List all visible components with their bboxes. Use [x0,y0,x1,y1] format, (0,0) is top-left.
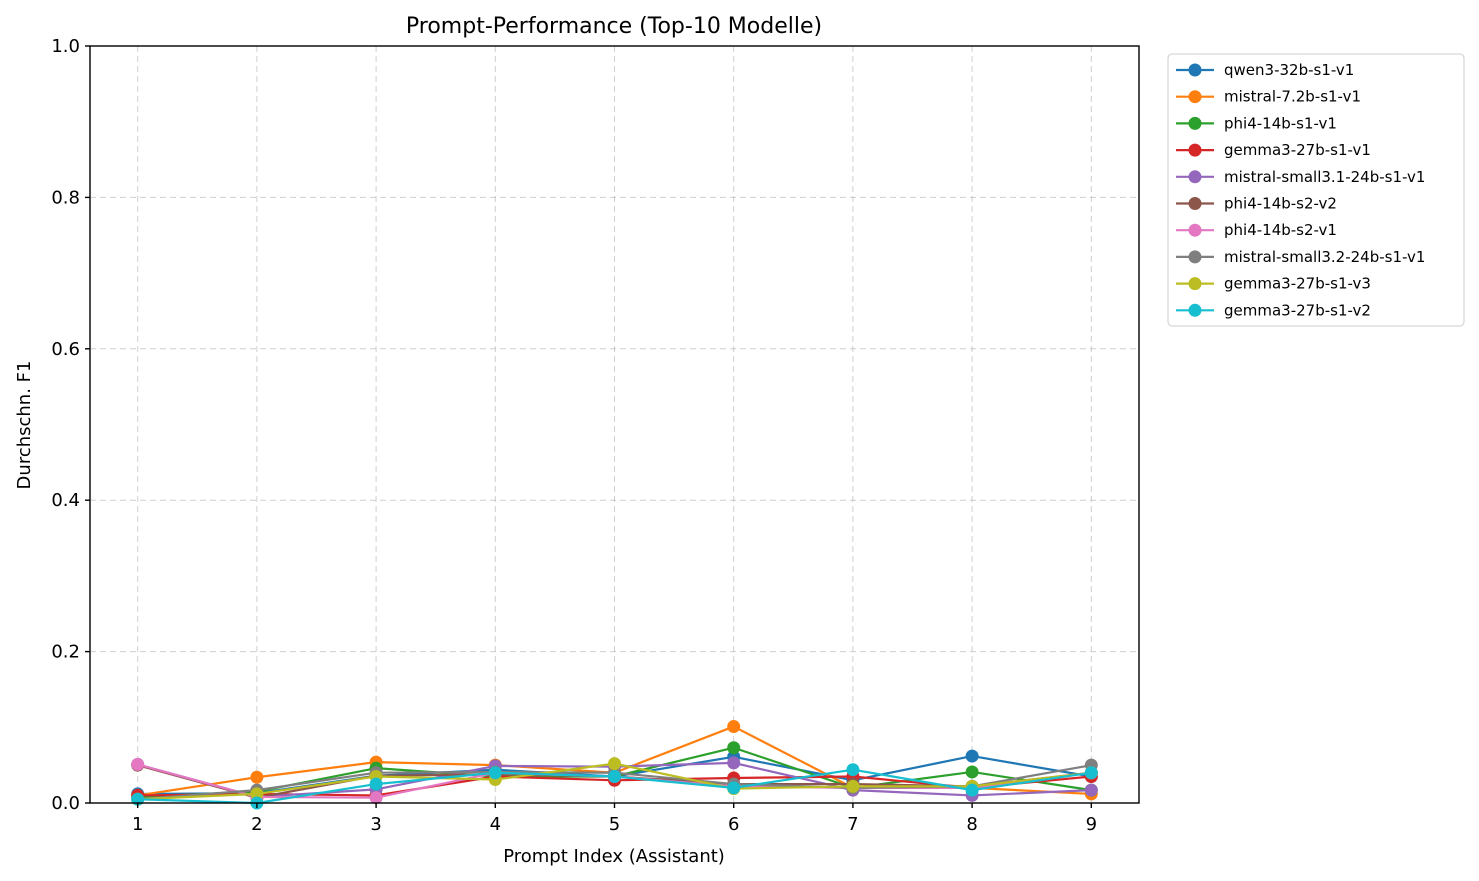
data-point [846,779,860,793]
data-point [488,766,502,780]
legend-item: gemma3-27b-s1-v3 [1176,275,1371,293]
legend-item: phi4-14b-s1-v1 [1176,114,1337,132]
legend-label: gemma3-27b-s1-v3 [1224,275,1371,293]
chart-title: Prompt-Performance (Top-10 Modelle) [406,14,822,39]
data-point [131,757,145,771]
y-tick-label: 0.6 [51,339,80,360]
x-tick-label: 3 [370,814,381,835]
x-tick-label: 7 [847,814,858,835]
data-point [369,777,383,791]
legend: qwen3-32b-s1-v1 mistral-7.2b-s1-v1 phi4-14… [1167,53,1465,327]
legend-marker [1188,277,1202,291]
data-point [250,770,264,784]
x-tick-label: 2 [251,814,262,835]
y-axis-label: Durchschn. F1 [14,361,35,490]
grid [90,45,1139,804]
x-tick-label: 1 [132,814,143,835]
legend-item: mistral-7.2b-s1-v1 [1176,88,1361,106]
legend-marker [1188,197,1202,210]
data-point [965,765,979,779]
x-tick-label: 4 [490,814,501,835]
y-tick-label: 0.0 [51,793,80,814]
data-point [727,781,741,795]
data-point [608,757,621,771]
x-tick-label: 5 [609,814,620,835]
legend-item: phi4-14b-s2-v2 [1176,195,1337,213]
legend-label: phi4-14b-s1-v1 [1224,114,1337,132]
data-point [727,756,741,770]
data-point [250,787,264,801]
data-point [965,783,979,797]
data-point [1084,783,1098,797]
legend-box [1167,53,1465,327]
y-tick-label: 0.2 [51,642,80,663]
legend-marker [1188,143,1202,157]
legend-item: mistral-small3.1-24b-s1-v1 [1176,168,1425,186]
legend-label: phi4-14b-s2-v2 [1224,195,1337,213]
data-point [727,741,741,755]
data-point [1084,766,1098,780]
legend-item: qwen3-32b-s1-v1 [1176,61,1354,79]
legend-marker [1188,250,1202,264]
legend-label: mistral-7.2b-s1-v1 [1224,88,1361,106]
legend-item: mistral-small3.2-24b-s1-v1 [1176,248,1425,266]
y-axis-ticks: 0.0 0.2 0.4 0.6 0.8 1.0 [51,36,90,814]
legend-marker [1188,116,1202,130]
legend-label: gemma3-27b-s1-v1 [1224,141,1371,159]
legend-label: qwen3-32b-s1-v1 [1224,61,1354,79]
y-tick-label: 0.4 [51,490,80,511]
x-axis-ticks: 1 2 3 4 5 6 7 8 9 [132,803,1097,835]
data-point [369,791,383,805]
series-gemma3-27b-s1-v2 [131,763,1098,810]
y-tick-label: 1.0 [51,36,80,57]
legend-label: mistral-small3.1-24b-s1-v1 [1224,168,1425,186]
data-point [846,763,860,777]
legend-marker [1188,63,1202,77]
x-tick-label: 8 [966,814,977,835]
x-tick-label: 9 [1086,814,1097,835]
legend-item: gemma3-27b-s1-v2 [1176,301,1371,319]
legend-label: mistral-small3.2-24b-s1-v1 [1224,248,1425,266]
x-axis-label: Prompt Index (Assistant) [503,846,725,867]
legend-label: phi4-14b-s2-v1 [1224,221,1337,239]
data-point [727,720,741,734]
data-point [608,770,621,784]
legend-marker [1188,170,1202,184]
data-point [965,749,979,763]
legend-label: gemma3-27b-s1-v2 [1224,301,1371,319]
y-tick-label: 0.8 [51,187,80,208]
x-tick-label: 6 [728,814,739,835]
legend-item: phi4-14b-s2-v1 [1176,221,1337,239]
legend-item: gemma3-27b-s1-v1 [1176,141,1371,159]
legend-marker [1188,223,1202,237]
legend-marker [1188,303,1202,317]
legend-marker [1188,90,1202,104]
